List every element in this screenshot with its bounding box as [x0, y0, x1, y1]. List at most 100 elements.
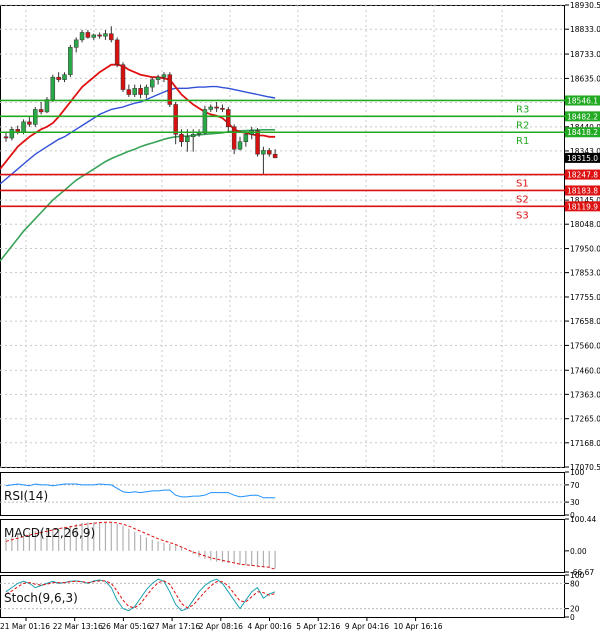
level-price-tag: 18119.9: [567, 202, 598, 211]
candle-body: [68, 47, 73, 75]
level-price-tag-bg: [565, 111, 600, 122]
candle-body: [231, 126, 237, 150]
x-tick-label: 2 Apr 08:16: [199, 622, 243, 631]
y-tick-label: 17658.0: [570, 317, 600, 326]
candle-body: [3, 136, 9, 139]
ma-blue-line: [0, 85, 276, 185]
candle-body: [56, 76, 61, 80]
candle-body: [97, 34, 102, 37]
price-panel-frame: [0, 5, 565, 468]
candle-body: [155, 76, 161, 80]
x-tick-label: 5 Apr 12:16: [296, 622, 340, 631]
rsi-line: [5, 483, 276, 499]
y-tick-label: 80: [570, 579, 580, 588]
y-tick-label: 18048.0: [570, 220, 600, 229]
y-tick-label: 17265.0: [570, 415, 600, 424]
candle-body: [208, 106, 213, 110]
x-tick-label: 26 Mar 05:16: [101, 622, 151, 631]
candle-body: [27, 121, 32, 125]
level-name-r1: R1: [516, 136, 529, 147]
candle-body: [9, 129, 15, 139]
candle-body: [179, 134, 184, 142]
candle-body: [138, 88, 143, 95]
candle-body: [15, 129, 20, 133]
y-tick-label: 0: [570, 613, 575, 622]
y-tick-label: -66.67: [570, 568, 594, 577]
rsi-panel: 100 70 30 0: [0, 468, 585, 520]
macd-title: MACD(12,26,9): [4, 526, 95, 540]
macd-signal-line: [5, 521, 276, 570]
y-tick-label: 17070.5: [570, 463, 600, 472]
level-price-tag-bg: [565, 201, 600, 212]
candle-body: [220, 107, 225, 110]
y-tick-label: 17853.0: [570, 269, 600, 278]
x-tick-label: 10 Apr 16:16: [394, 622, 443, 631]
stochastic-panel-frame: [0, 575, 565, 618]
candle-body: [120, 64, 126, 90]
candle-body: [261, 150, 266, 155]
candle-body: [50, 76, 56, 100]
y-tick-label: 0: [570, 511, 575, 520]
current-price-tag: 18315.0: [567, 154, 598, 163]
candle-body: [161, 74, 167, 78]
candle-body: [185, 136, 190, 142]
candle-body: [103, 33, 108, 37]
level-name-s2: S2: [516, 194, 529, 205]
rsi-title: RSI(14): [4, 489, 48, 503]
candle-body: [173, 104, 178, 135]
y-tick-label: 18343.0: [570, 147, 600, 156]
y-tick-label: 100: [570, 571, 585, 580]
candle-body: [196, 132, 202, 135]
y-tick-label: 100: [570, 468, 585, 477]
y-tick-label: 70: [570, 481, 580, 490]
y-tick-label: 17560.0: [570, 341, 600, 350]
candle-body: [91, 34, 96, 38]
level-price-tag: 18183.8: [567, 186, 598, 195]
level-price-tag-bg: [565, 185, 600, 196]
candle-body: [85, 32, 91, 38]
macd-panel-frame: [0, 519, 565, 573]
candle-body: [214, 106, 219, 109]
rsi-panel-frame: [0, 472, 565, 516]
x-tick-label: 27 Mar 17:16: [150, 622, 200, 631]
level-price-tag: 18482.2: [567, 112, 598, 121]
candle-body: [62, 74, 67, 80]
stoch-title: Stoch(9,6,3): [4, 591, 78, 605]
y-tick-label: 17950.0: [570, 245, 600, 254]
x-tick-label: 22 Mar 13:16: [53, 622, 103, 631]
level-price-tag-bg: [565, 95, 600, 106]
candle-body: [226, 109, 231, 128]
price-panel: 18930.518833.018733.018635.018538.018440…: [0, 1, 600, 472]
y-tick-label: 17460.0: [570, 366, 600, 375]
candle-body: [109, 33, 114, 41]
candle-body: [267, 150, 272, 155]
candle-body: [132, 88, 137, 95]
candle-body: [272, 153, 278, 159]
candle-body: [21, 121, 26, 133]
y-tick-label: 18635.0: [570, 74, 600, 83]
level-price-tag-bg: [565, 169, 600, 180]
candle-body: [38, 109, 44, 113]
level-price-tag-bg: [565, 127, 600, 138]
y-tick-label: 20: [570, 605, 580, 614]
level-name-r2: R2: [516, 120, 529, 131]
level-name-s3: S3: [516, 210, 529, 221]
y-tick-label: 18930.5: [570, 1, 600, 10]
candle-body: [114, 39, 120, 65]
y-tick-label: 30: [570, 498, 580, 507]
current-price-tag-bg: [565, 152, 600, 163]
x-tick-label: 21 Mar 01:16: [0, 622, 50, 631]
candle-body: [144, 86, 149, 95]
candle-body: [243, 134, 249, 142]
y-tick-label: 17168.0: [570, 439, 600, 448]
level-name-r3: R3: [516, 104, 529, 115]
y-tick-label: 18833.0: [570, 25, 600, 34]
candle-body: [167, 74, 173, 105]
candle-body: [255, 130, 260, 155]
candle-body: [190, 134, 196, 138]
stoch-d-line: [5, 580, 276, 609]
level-name-s1: S1: [516, 179, 529, 190]
